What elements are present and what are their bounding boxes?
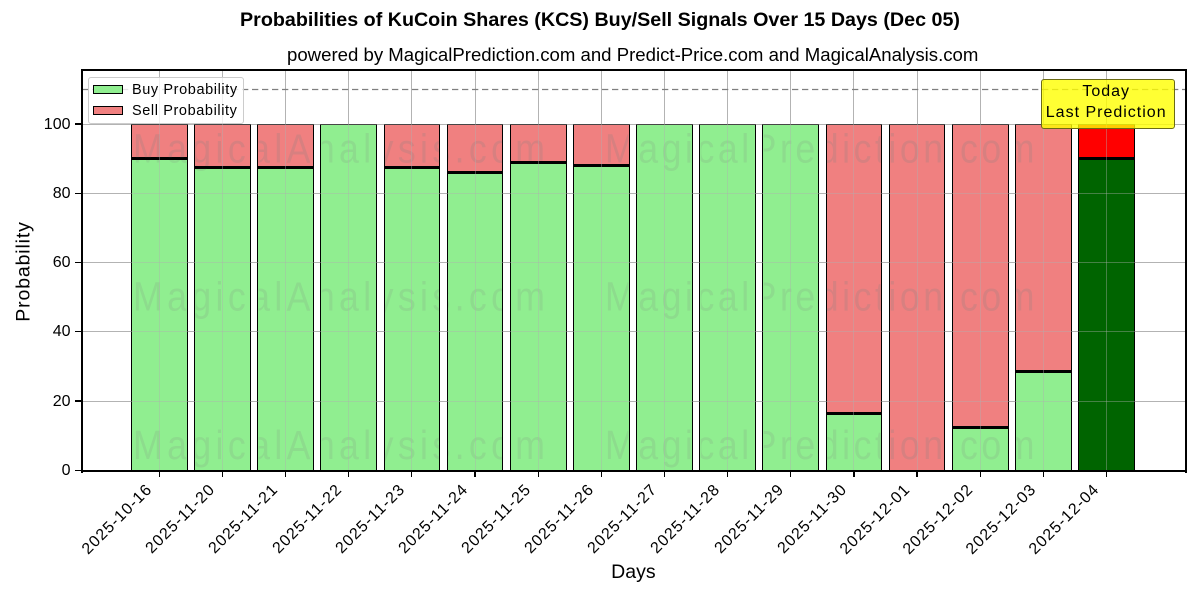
svg-text:MagicalAnalysis.com: MagicalAnalysis.com xyxy=(133,423,545,469)
svg-text:MagicalAnalysis.com: MagicalAnalysis.com xyxy=(133,274,545,320)
svg-text:MagicalPrediction.com: MagicalPrediction.com xyxy=(605,423,1035,469)
